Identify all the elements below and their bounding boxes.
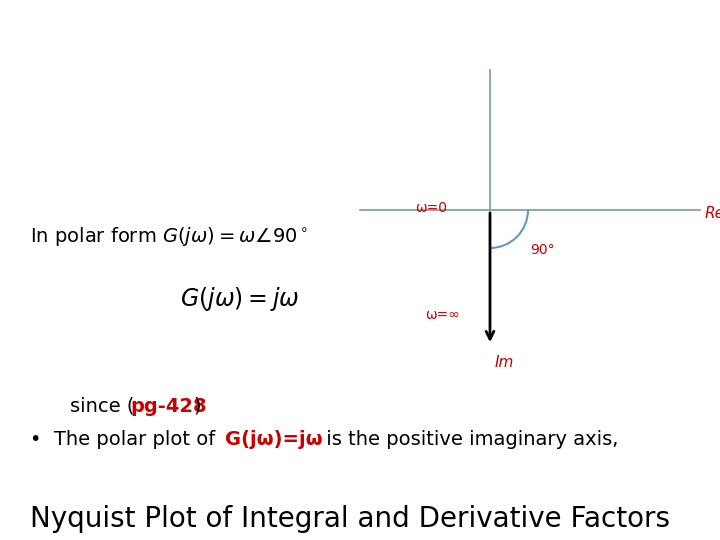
Text: Re: Re	[705, 206, 720, 220]
Text: ): )	[193, 397, 201, 416]
Text: ω=0: ω=0	[415, 201, 447, 215]
Text: since (: since (	[70, 397, 135, 416]
Text: $G(j\omega) = j\omega$: $G(j\omega) = j\omega$	[180, 285, 300, 313]
Text: ω=∞: ω=∞	[425, 308, 460, 322]
Text: Nyquist Plot of Integral and Derivative Factors: Nyquist Plot of Integral and Derivative …	[30, 505, 670, 533]
Text: G(jω)=jω: G(jω)=jω	[225, 430, 323, 449]
Text: In polar form $G(j\omega) = \omega\angle 90^\circ$: In polar form $G(j\omega) = \omega\angle…	[30, 225, 308, 248]
Text: 90°: 90°	[530, 243, 554, 257]
Text: •  The polar plot of: • The polar plot of	[30, 430, 222, 449]
Text: Im: Im	[495, 355, 514, 370]
Text: is the positive imaginary axis,: is the positive imaginary axis,	[320, 430, 618, 449]
Text: pg-428: pg-428	[130, 397, 207, 416]
